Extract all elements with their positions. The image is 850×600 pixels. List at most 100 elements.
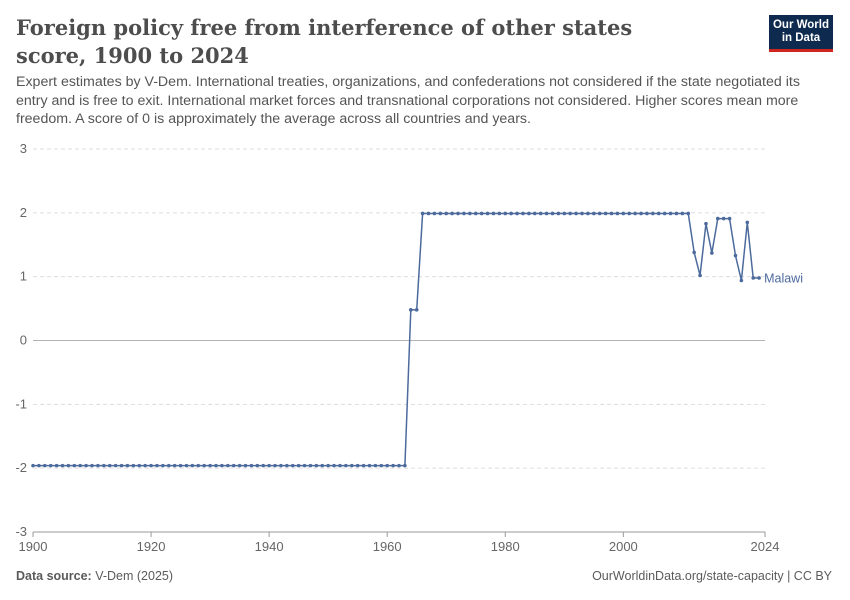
data-point[interactable] xyxy=(255,463,260,468)
data-point[interactable] xyxy=(603,211,608,216)
data-point[interactable] xyxy=(414,308,419,312)
data-point[interactable] xyxy=(479,211,484,216)
data-point[interactable] xyxy=(397,463,401,468)
data-point[interactable] xyxy=(285,463,289,468)
data-point[interactable] xyxy=(715,216,720,221)
data-point[interactable] xyxy=(757,276,761,280)
data-point[interactable] xyxy=(521,211,525,216)
data-point[interactable] xyxy=(491,211,496,216)
data-source-link[interactable]: V-Dem (2025) xyxy=(95,569,174,583)
data-point[interactable] xyxy=(409,308,413,312)
data-point[interactable] xyxy=(592,211,596,216)
data-point[interactable] xyxy=(267,463,271,468)
data-point[interactable] xyxy=(485,211,490,216)
data-point[interactable] xyxy=(131,463,136,468)
data-point[interactable] xyxy=(651,211,655,216)
data-point[interactable] xyxy=(178,463,183,468)
data-point[interactable] xyxy=(639,211,643,216)
data-point[interactable] xyxy=(379,463,384,468)
data-point[interactable] xyxy=(261,463,266,468)
data-point[interactable] xyxy=(550,211,555,216)
data-point[interactable] xyxy=(391,463,395,468)
data-point[interactable] xyxy=(214,463,218,468)
data-point[interactable] xyxy=(107,463,112,468)
series-line-malawi[interactable] xyxy=(33,212,760,467)
data-point[interactable] xyxy=(308,463,313,468)
data-point[interactable] xyxy=(78,463,83,468)
data-point[interactable] xyxy=(90,463,94,468)
data-point[interactable] xyxy=(733,253,738,258)
data-point[interactable] xyxy=(320,463,325,468)
data-point[interactable] xyxy=(680,211,685,216)
data-point[interactable] xyxy=(314,463,319,468)
data-point[interactable] xyxy=(243,463,248,468)
data-point[interactable] xyxy=(302,463,307,468)
data-point[interactable] xyxy=(562,211,567,216)
data-point[interactable] xyxy=(556,211,561,216)
data-point[interactable] xyxy=(662,211,667,216)
data-point[interactable] xyxy=(344,463,348,468)
data-point[interactable] xyxy=(698,273,702,278)
data-point[interactable] xyxy=(468,211,472,216)
data-point[interactable] xyxy=(326,463,330,468)
data-point[interactable] xyxy=(473,211,478,216)
data-point[interactable] xyxy=(220,463,224,468)
data-point[interactable] xyxy=(184,463,189,468)
data-point[interactable] xyxy=(403,463,407,468)
data-point[interactable] xyxy=(355,463,360,468)
data-point[interactable] xyxy=(367,463,372,468)
series-label[interactable]: Malawi xyxy=(764,271,803,285)
data-point[interactable] xyxy=(633,211,637,216)
data-point[interactable] xyxy=(102,463,106,468)
data-point[interactable] xyxy=(96,463,100,468)
data-point[interactable] xyxy=(119,463,124,468)
data-point[interactable] xyxy=(538,211,543,216)
data-point[interactable] xyxy=(231,463,236,468)
data-point[interactable] xyxy=(515,211,519,216)
data-point[interactable] xyxy=(444,211,449,216)
data-point[interactable] xyxy=(43,463,47,468)
data-point[interactable] xyxy=(574,211,578,216)
data-point[interactable] xyxy=(438,211,443,216)
data-point[interactable] xyxy=(456,211,460,216)
data-point[interactable] xyxy=(37,463,41,468)
data-point[interactable] xyxy=(580,211,584,216)
data-point[interactable] xyxy=(31,463,35,468)
data-point[interactable] xyxy=(615,211,620,216)
data-point[interactable] xyxy=(385,463,389,468)
data-point[interactable] xyxy=(627,211,632,216)
data-point[interactable] xyxy=(432,211,437,216)
data-point[interactable] xyxy=(149,463,153,468)
data-point[interactable] xyxy=(349,463,354,468)
data-point[interactable] xyxy=(113,463,118,468)
data-point[interactable] xyxy=(527,211,531,216)
data-point[interactable] xyxy=(450,211,454,216)
data-point[interactable] xyxy=(332,463,336,468)
data-point[interactable] xyxy=(544,211,549,216)
data-point[interactable] xyxy=(155,463,159,468)
data-point[interactable] xyxy=(674,211,679,216)
data-point[interactable] xyxy=(686,211,691,216)
data-point[interactable] xyxy=(72,463,77,468)
data-point[interactable] xyxy=(143,463,147,468)
data-point[interactable] xyxy=(361,463,366,468)
data-point[interactable] xyxy=(751,276,755,280)
data-point[interactable] xyxy=(66,463,71,468)
data-point[interactable] xyxy=(137,463,142,468)
data-point[interactable] xyxy=(692,250,696,255)
data-point[interactable] xyxy=(739,278,744,283)
data-point[interactable] xyxy=(727,216,732,221)
data-point[interactable] xyxy=(420,211,425,216)
data-point[interactable] xyxy=(568,211,572,216)
data-point[interactable] xyxy=(462,211,466,216)
data-point[interactable] xyxy=(60,463,65,468)
data-point[interactable] xyxy=(296,463,301,468)
data-point[interactable] xyxy=(656,211,661,216)
data-point[interactable] xyxy=(208,463,212,468)
data-point[interactable] xyxy=(190,463,195,468)
data-point[interactable] xyxy=(226,463,230,468)
data-point[interactable] xyxy=(84,463,88,468)
data-point[interactable] xyxy=(597,211,602,216)
data-point[interactable] xyxy=(621,211,626,216)
data-point[interactable] xyxy=(237,463,242,468)
